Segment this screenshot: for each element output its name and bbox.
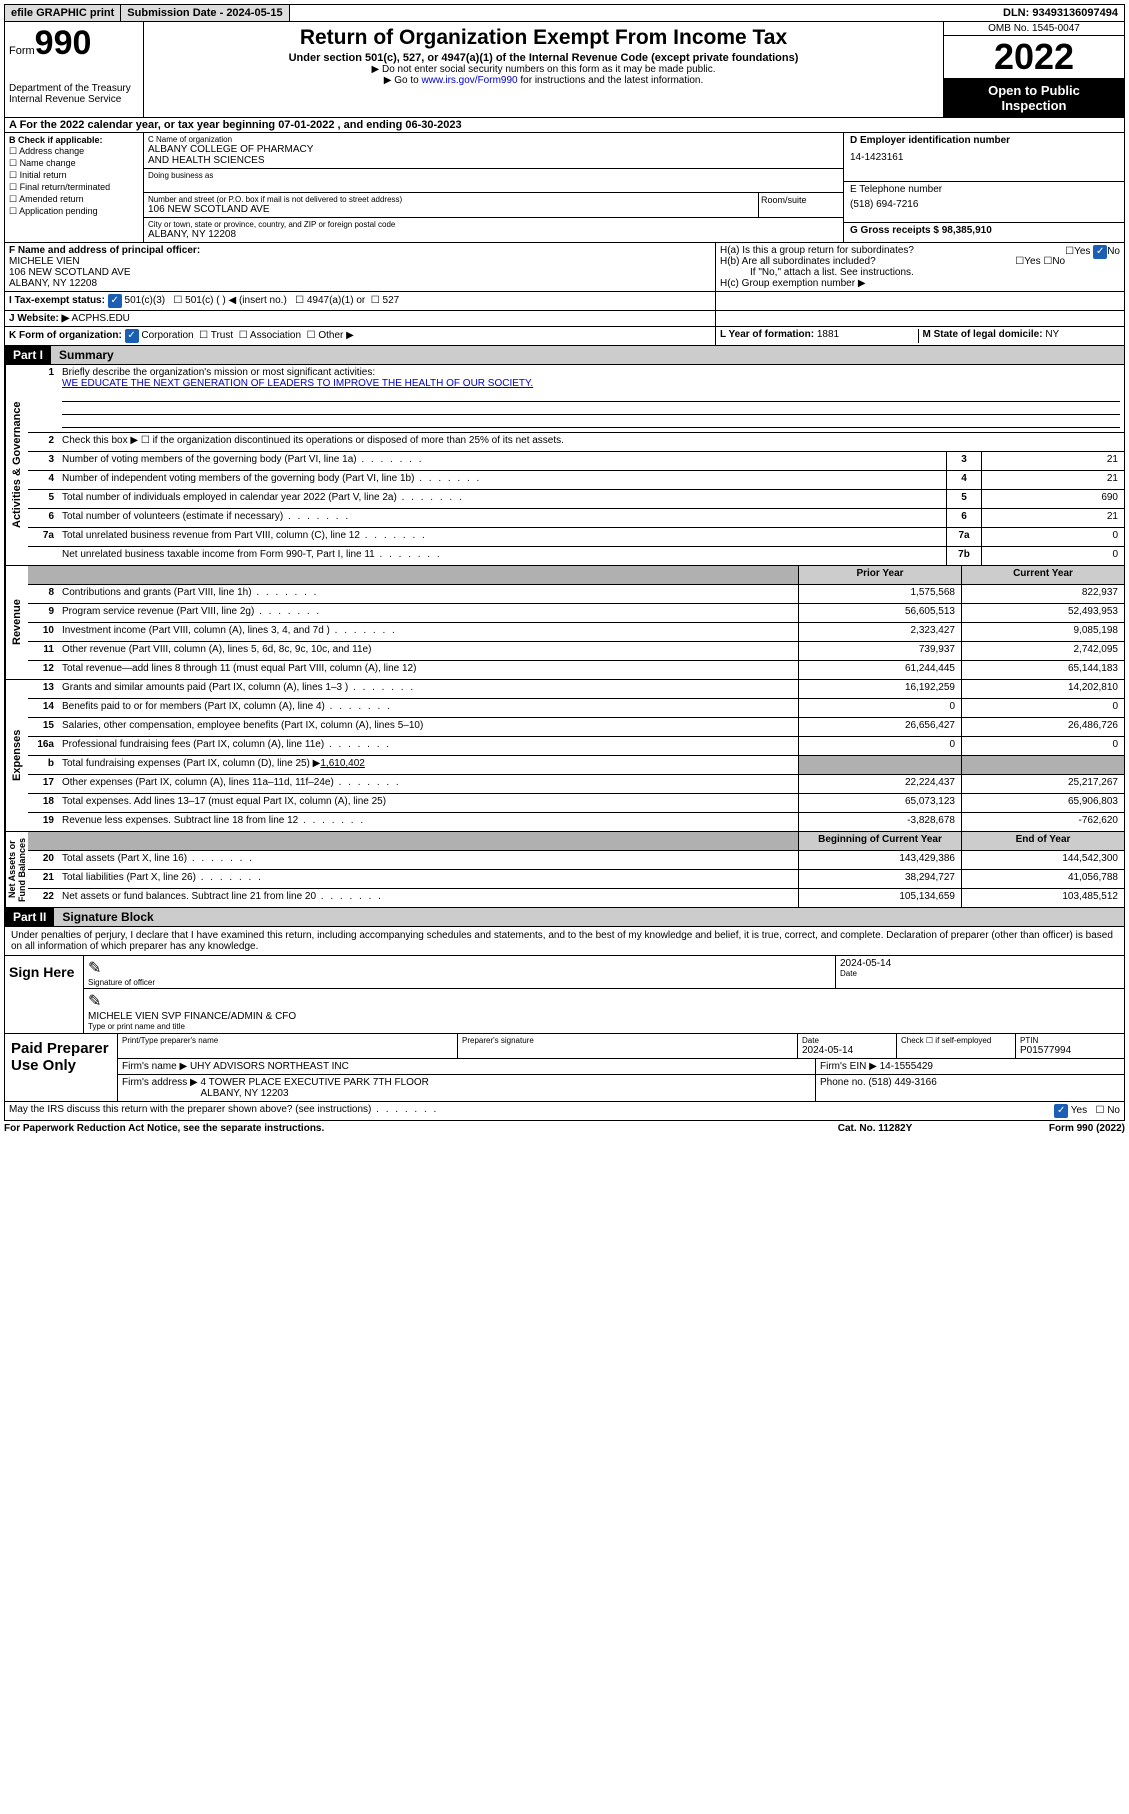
sign-here-block: Sign Here ✎ Signature of officer 2024-05… xyxy=(4,956,1125,1034)
row-j-website: J Website: ▶ ACPHS.EDU xyxy=(4,311,1125,327)
mission-text: WE EDUCATE THE NEXT GENERATION OF LEADER… xyxy=(62,378,533,389)
col-c-org: C Name of organization ALBANY COLLEGE OF… xyxy=(144,133,844,242)
open-public-badge: Open to Public Inspection xyxy=(944,79,1124,117)
col-right: D Employer identification number 14-1423… xyxy=(844,133,1124,242)
website: ACPHS.EDU xyxy=(72,313,130,324)
side-label-activities: Activities & Governance xyxy=(5,365,28,565)
check-icon: ✓ xyxy=(1093,245,1107,259)
row-a-tax-year: A For the 2022 calendar year, or tax yea… xyxy=(4,118,1125,133)
gross-receipts: 98,385,910 xyxy=(942,225,992,236)
org-address: 106 NEW SCOTLAND AVE xyxy=(148,204,839,215)
ein: 14-1423161 xyxy=(850,152,1118,163)
dln: DLN: 93493136097494 xyxy=(997,5,1124,21)
row-i-tax-status: I Tax-exempt status: ✓ 501(c)(3) ☐ 501(c… xyxy=(4,292,1125,311)
phone: (518) 694-7216 xyxy=(850,199,1118,210)
part-i-header: Part I Summary xyxy=(4,346,1125,365)
efile-button[interactable]: efile GRAPHIC print xyxy=(5,5,121,21)
form-header: Form990 Department of the Treasury Inter… xyxy=(4,22,1125,118)
form-subtitle: Under section 501(c), 527, or 4947(a)(1)… xyxy=(148,52,939,64)
irs-link[interactable]: www.irs.gov/Form990 xyxy=(421,75,517,86)
sig-declaration: Under penalties of perjury, I declare th… xyxy=(4,927,1125,956)
officer-name: MICHELE VIEN xyxy=(9,256,711,267)
form-title: Return of Organization Exempt From Incom… xyxy=(148,26,939,50)
footer-final: For Paperwork Reduction Act Notice, see … xyxy=(4,1121,1125,1136)
tax-year: 2022 xyxy=(944,36,1124,79)
check-icon: ✓ xyxy=(1054,1104,1068,1118)
note-ssn: ▶ Do not enter social security numbers o… xyxy=(148,64,939,75)
room-suite: Room/suite xyxy=(758,193,843,217)
activities-section: Activities & Governance 1 Briefly descri… xyxy=(4,365,1125,566)
officer-name-title: MICHELE VIEN SVP FINANCE/ADMIN & CFO xyxy=(88,1011,1120,1022)
note-link: ▶ Go to www.irs.gov/Form990 for instruct… xyxy=(148,75,939,86)
org-name: ALBANY COLLEGE OF PHARMACY AND HEALTH SC… xyxy=(148,144,839,166)
footer-discuss: May the IRS discuss this return with the… xyxy=(4,1102,1125,1121)
row-k-l-m: K Form of organization: ✓ Corporation ☐ … xyxy=(4,327,1125,346)
omb-number: OMB No. 1545-0047 xyxy=(944,22,1124,36)
paid-preparer-block: Paid Preparer Use Only Print/Type prepar… xyxy=(4,1034,1125,1102)
side-label-revenue: Revenue xyxy=(5,566,28,679)
col-b-checkboxes: B Check if applicable: ☐ Address change … xyxy=(5,133,144,242)
check-icon: ✓ xyxy=(108,294,122,308)
row-f-h: F Name and address of principal officer:… xyxy=(4,243,1125,292)
side-label-net: Net Assets or Fund Balances xyxy=(5,832,28,907)
dept-label: Department of the Treasury Internal Reve… xyxy=(9,83,139,105)
org-city: ALBANY, NY 12208 xyxy=(148,229,839,240)
submission-date: Submission Date - 2024-05-15 xyxy=(121,5,289,21)
form-990-label: Form990 xyxy=(9,24,139,63)
top-bar: efile GRAPHIC print Submission Date - 20… xyxy=(4,4,1125,22)
org-info-block: B Check if applicable: ☐ Address change … xyxy=(4,133,1125,243)
check-icon: ✓ xyxy=(125,329,139,343)
side-label-expenses: Expenses xyxy=(5,680,28,831)
part-ii-header: Part II Signature Block xyxy=(4,908,1125,927)
